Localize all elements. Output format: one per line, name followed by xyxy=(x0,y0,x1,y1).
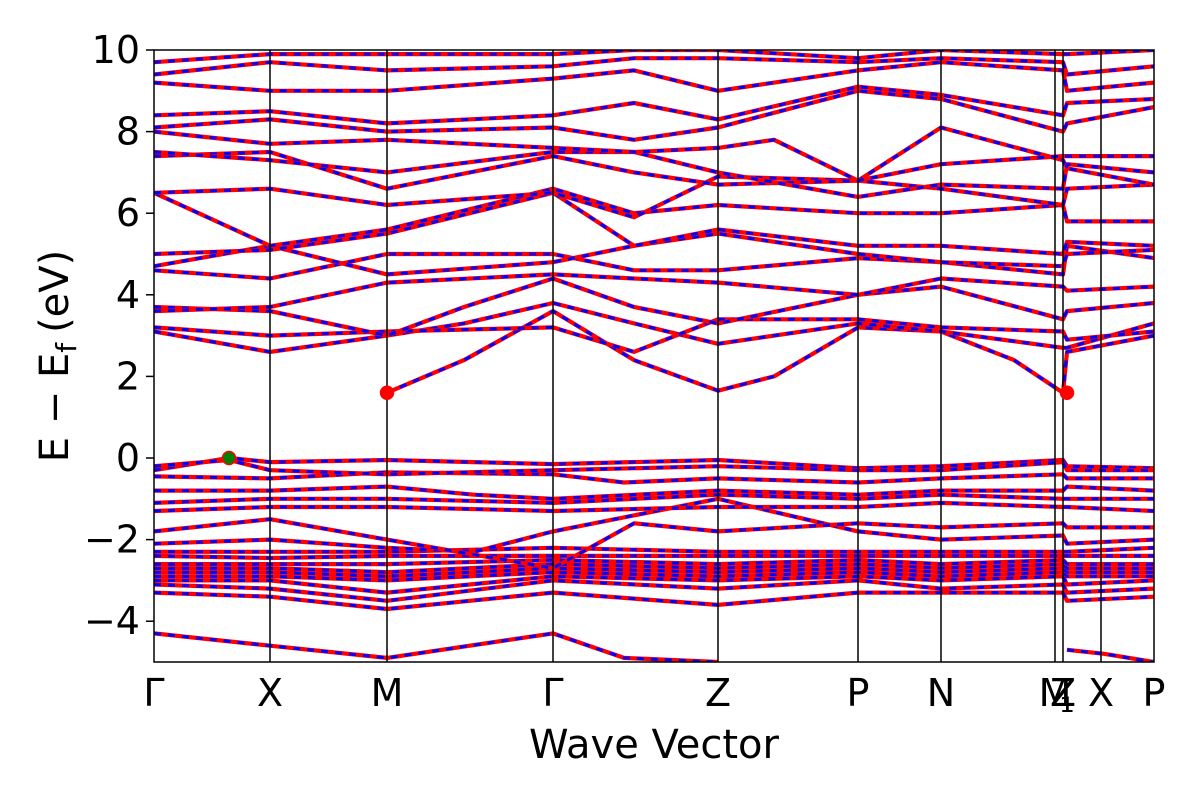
marker-points xyxy=(221,385,1075,466)
y-axis-title-main: E − E xyxy=(32,353,78,463)
kpoint-lines xyxy=(269,50,1102,662)
extremum-point xyxy=(1059,385,1075,400)
band-3 xyxy=(154,578,1154,603)
band-line-blue xyxy=(154,591,1154,611)
band-line-blue xyxy=(154,232,1154,276)
y-tick-label: 2 xyxy=(116,354,140,398)
band-line-blue xyxy=(154,277,1154,338)
band-line-red xyxy=(154,500,1154,514)
band-line-blue xyxy=(154,574,1154,595)
y-axis-title-sub: f xyxy=(50,342,83,353)
band-line-red xyxy=(154,545,1154,554)
x-axis-title: Wave Vector xyxy=(529,722,780,768)
plot-frame xyxy=(153,49,1155,663)
y-axis-title: E − Ef (eV) xyxy=(32,250,83,463)
band-line-blue xyxy=(154,191,1154,256)
band-4 xyxy=(154,574,1154,595)
band-line-blue xyxy=(154,301,1154,354)
band-16 xyxy=(154,470,1154,485)
x-tick-label: X xyxy=(1088,671,1114,715)
band-10 xyxy=(154,545,1154,554)
band-line-blue xyxy=(154,150,1154,199)
band-line-red xyxy=(154,470,1154,485)
y-tick-label: −2 xyxy=(84,518,140,562)
x-tick-label: M xyxy=(371,671,404,715)
x-axis: Γ X M Γ Z P N MZ₁ X P xyxy=(143,671,1165,721)
band-line-red xyxy=(386,309,1154,395)
band-13 xyxy=(154,500,1154,514)
band-19 xyxy=(386,309,1154,395)
x-tick-label: M xyxy=(1039,671,1072,715)
band-line-red xyxy=(154,557,1154,567)
band-8 xyxy=(154,557,1154,567)
extremum-point xyxy=(221,450,237,466)
band-0 xyxy=(154,631,719,662)
x-tick-label: Γ xyxy=(143,671,164,715)
y-axis: −4 −2 0 2 4 6 8 10 xyxy=(84,28,154,643)
x-tick-label: Z xyxy=(705,671,731,715)
band-14 xyxy=(154,492,1154,505)
y-tick-label: 4 xyxy=(116,273,140,317)
x-tick-label: P xyxy=(847,671,870,715)
band-line-blue xyxy=(154,570,1154,582)
band-line-blue xyxy=(154,631,719,662)
band-line-blue xyxy=(154,562,1154,574)
x-tick-label: N xyxy=(927,671,955,715)
band-line-blue xyxy=(154,130,1154,183)
y-tick-label: 8 xyxy=(116,110,140,154)
band-36 xyxy=(154,50,1154,65)
band-9 xyxy=(154,553,1154,561)
band-line-red xyxy=(154,553,1154,561)
y-tick-label: 0 xyxy=(116,436,140,480)
band-line-red xyxy=(154,631,719,662)
x-tick-label: P xyxy=(1143,671,1166,715)
y-tick-label: −4 xyxy=(84,599,140,643)
bands-layer xyxy=(154,50,1154,662)
band-line-blue xyxy=(386,309,1154,395)
band-line-blue xyxy=(154,566,1154,578)
band-line-blue xyxy=(154,558,1154,566)
band-2 xyxy=(154,590,1154,612)
x-tick-label: X xyxy=(257,671,283,715)
band-7 xyxy=(154,562,1154,575)
band-line-blue xyxy=(154,546,1154,554)
band-1 xyxy=(1066,647,1154,662)
band-line-red xyxy=(154,492,1154,505)
x-tick-label: ₁ xyxy=(1059,677,1074,721)
band-6 xyxy=(154,566,1154,579)
band-5 xyxy=(154,570,1154,583)
band-line-blue xyxy=(154,554,1154,560)
band-line-red xyxy=(154,590,1154,612)
band-line-blue xyxy=(154,493,1154,505)
y-tick-label: 10 xyxy=(92,28,140,72)
x-tick-label: Γ xyxy=(542,671,563,715)
band-line-blue xyxy=(1066,648,1154,662)
y-tick-label: 6 xyxy=(116,191,140,235)
band-line-blue xyxy=(154,578,1154,603)
extremum-point xyxy=(379,385,395,400)
band-line-blue xyxy=(154,50,1154,64)
x-tick-label: Z xyxy=(1050,671,1076,715)
y-axis-title-unit: (eV) xyxy=(32,250,78,333)
band-line-blue xyxy=(154,501,1154,513)
